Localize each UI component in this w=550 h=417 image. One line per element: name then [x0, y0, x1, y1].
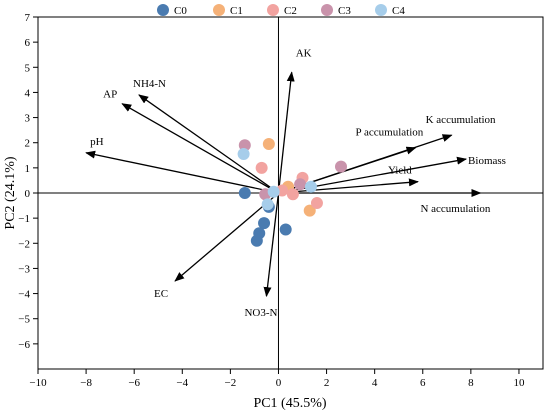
y-tick-label: 1 — [25, 163, 31, 175]
vector-label-ap: AP — [103, 89, 117, 101]
point-c1 — [262, 137, 275, 150]
x-tick-label: −2 — [225, 377, 237, 389]
legend-marker-c1 — [213, 4, 225, 16]
legend-label-c0: C0 — [174, 5, 187, 17]
x-axis-ticks: −10 −8 −6 −4 −2 0 2 4 6 8 10 — [29, 369, 525, 389]
x-axis-title: PC1 (45.5%) — [253, 396, 326, 411]
x-tick-label: −8 — [80, 377, 92, 389]
y-tick-label: 5 — [25, 62, 31, 74]
vector-label-k-accumulation: K accumulation — [426, 114, 496, 126]
vector-ap — [121, 103, 279, 194]
vector-ak — [277, 71, 295, 194]
vector-label-biomass: Biomass — [468, 155, 506, 167]
y-tick-label: 3 — [25, 113, 31, 125]
point-c2 — [286, 188, 299, 201]
legend-marker-c3 — [321, 4, 333, 16]
x-tick-label: −6 — [128, 377, 140, 389]
y-tick-label: −5 — [18, 314, 30, 326]
point-c2 — [255, 161, 268, 174]
y-axis-title: PC2 (24.1%) — [3, 156, 18, 229]
point-c4 — [304, 180, 317, 193]
legend-marker-c4 — [375, 4, 387, 16]
y-tick-label: −1 — [18, 213, 30, 225]
vector-no3-n — [263, 192, 280, 298]
point-c0 — [238, 187, 251, 199]
vector-nh4-n — [138, 94, 279, 194]
y-tick-label: −2 — [18, 238, 30, 250]
point-c4 — [237, 148, 250, 161]
point-c4 — [267, 185, 280, 198]
y-tick-label: 2 — [25, 138, 31, 150]
y-tick-label: 4 — [25, 87, 31, 99]
x-tick-label: 0 — [276, 377, 282, 389]
y-tick-label: 6 — [25, 37, 31, 49]
vector-ph — [85, 150, 279, 194]
vector-label-yield: Yield — [388, 165, 412, 177]
point-c4 — [261, 198, 274, 211]
y-tick-label: −3 — [18, 263, 30, 275]
point-c3 — [238, 139, 251, 152]
vector-ec — [174, 192, 279, 282]
y-axis-ticks: −6 −5 −4 −3 −2 −1 0 1 2 3 4 5 6 7 — [18, 12, 38, 351]
point-c0 — [250, 234, 263, 247]
point-c1 — [303, 204, 316, 217]
legend: C0 C1 C2 C3 C4 — [157, 4, 405, 17]
y-tick-label: −6 — [18, 339, 30, 351]
legend-label-c3: C3 — [338, 5, 351, 17]
x-tick-label: 4 — [372, 377, 378, 389]
point-c3 — [335, 160, 347, 173]
vector-yield — [278, 178, 419, 194]
point-c3 — [294, 178, 307, 191]
vector-label-ec: EC — [154, 288, 168, 300]
vector-label-p-accumulation: P accumulation — [356, 127, 424, 139]
vector-label-n-accumulation: N accumulation — [420, 203, 490, 215]
vector-label-no3-n: NO3-N — [244, 307, 277, 319]
legend-label-c1: C1 — [230, 5, 243, 17]
score-points — [237, 137, 347, 247]
x-tick-label: −4 — [176, 377, 188, 389]
point-c0 — [258, 217, 271, 230]
x-tick-label: −10 — [29, 377, 47, 389]
y-tick-label: −4 — [18, 289, 30, 301]
point-c2 — [310, 197, 323, 210]
x-tick-label: 2 — [324, 377, 330, 389]
point-c0 — [279, 223, 292, 236]
x-tick-label: 8 — [468, 377, 474, 389]
legend-marker-c0 — [157, 4, 169, 16]
legend-label-c2: C2 — [284, 5, 297, 17]
vector-label-nh4-n: NH4-N — [133, 78, 166, 90]
y-tick-label: 0 — [25, 188, 31, 200]
x-tick-label: 6 — [420, 377, 426, 389]
y-tick-label: 7 — [25, 12, 31, 24]
x-tick-label: 10 — [513, 377, 525, 389]
vector-label-ph: pH — [90, 136, 104, 148]
legend-label-c4: C4 — [392, 5, 405, 17]
legend-marker-c2 — [267, 4, 279, 16]
vector-label-ak: AK — [296, 47, 312, 59]
